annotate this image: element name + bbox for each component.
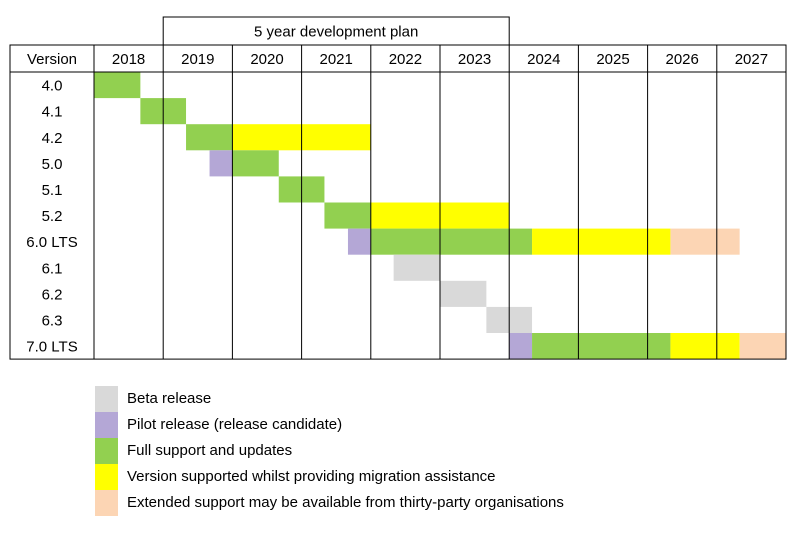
bar-6-2-beta [440, 280, 487, 307]
bar-7-0-lts-pilot [509, 333, 533, 360]
legend-swatch-beta [95, 386, 118, 412]
bar-7-0-lts-full [532, 333, 671, 360]
legend-swatch-full [95, 438, 118, 464]
bar-7-0-lts-migration [670, 333, 740, 360]
legend-label-full: Full support and updates [127, 442, 293, 459]
version-label-6-3: 6.3 [42, 312, 63, 329]
legend-swatch-extended [95, 490, 118, 516]
legend-swatch-migration [95, 464, 118, 490]
year-label-2018: 2018 [112, 51, 145, 68]
legend-label-extended: Extended support may be available from t… [127, 494, 564, 511]
legend-label-beta: Beta release [127, 390, 212, 407]
bar-6-0-lts-full [370, 228, 533, 255]
year-label-2023: 2023 [458, 51, 491, 68]
legend-item-full: Full support and updates [95, 438, 564, 464]
bar-5-0-pilot [209, 150, 233, 177]
text-layer: 5 year development plan Version 2018 2019 20… [26, 24, 768, 356]
version-label-4-2: 4.2 [42, 130, 63, 147]
legend-item-extended: Extended support may be available from t… [95, 490, 564, 516]
bar-5-2-full [324, 202, 371, 229]
bar-6-1-beta [393, 254, 440, 281]
grid-layer [9, 16, 787, 360]
version-label-7-0-lts: 7.0 LTS [26, 339, 77, 356]
plan-label: 5 year development plan [254, 24, 418, 41]
legend-item-pilot: Pilot release (release candidate) [95, 412, 564, 438]
version-label-6-0-lts: 6.0 LTS [26, 234, 77, 251]
release-gantt-chart: 5 year development plan Version 2018 2019 20… [9, 16, 787, 360]
legend-label-pilot: Pilot release (release candidate) [127, 416, 343, 433]
bar-7-0-lts-extended [739, 333, 786, 360]
legend-label-migration: Version supported whilst providing migra… [127, 468, 496, 485]
bar-6-0-lts-extended [670, 228, 740, 255]
year-label-2026: 2026 [666, 51, 699, 68]
bar-6-0-lts-migration [532, 228, 671, 255]
year-label-2020: 2020 [250, 51, 283, 68]
version-label-5-1: 5.1 [42, 182, 63, 199]
version-label-6-2: 6.2 [42, 286, 63, 303]
year-label-2024: 2024 [527, 51, 560, 68]
bar-4-2-full [186, 124, 233, 151]
version-label-5-0: 5.0 [42, 156, 63, 173]
year-label-2019: 2019 [181, 51, 214, 68]
plan-box [162, 16, 510, 46]
version-label-4-1: 4.1 [42, 104, 63, 121]
legend-swatch-pilot [95, 412, 118, 438]
year-label-2027: 2027 [735, 51, 768, 68]
year-label-2021: 2021 [320, 51, 353, 68]
version-label-4-0: 4.0 [42, 78, 63, 95]
year-label-2022: 2022 [389, 51, 422, 68]
legend: Beta release Pilot release (release cand… [95, 386, 564, 516]
legend-item-migration: Version supported whilst providing migra… [95, 464, 564, 490]
legend-item-beta: Beta release [95, 386, 564, 412]
year-label-2025: 2025 [596, 51, 629, 68]
bar-4-0-full [94, 72, 141, 99]
version-label-5-2: 5.2 [42, 208, 63, 225]
version-header: Version [27, 51, 77, 68]
version-label-6-1: 6.1 [42, 260, 63, 277]
bar-5-0-full [232, 150, 279, 177]
bar-6-0-lts-pilot [347, 228, 371, 255]
